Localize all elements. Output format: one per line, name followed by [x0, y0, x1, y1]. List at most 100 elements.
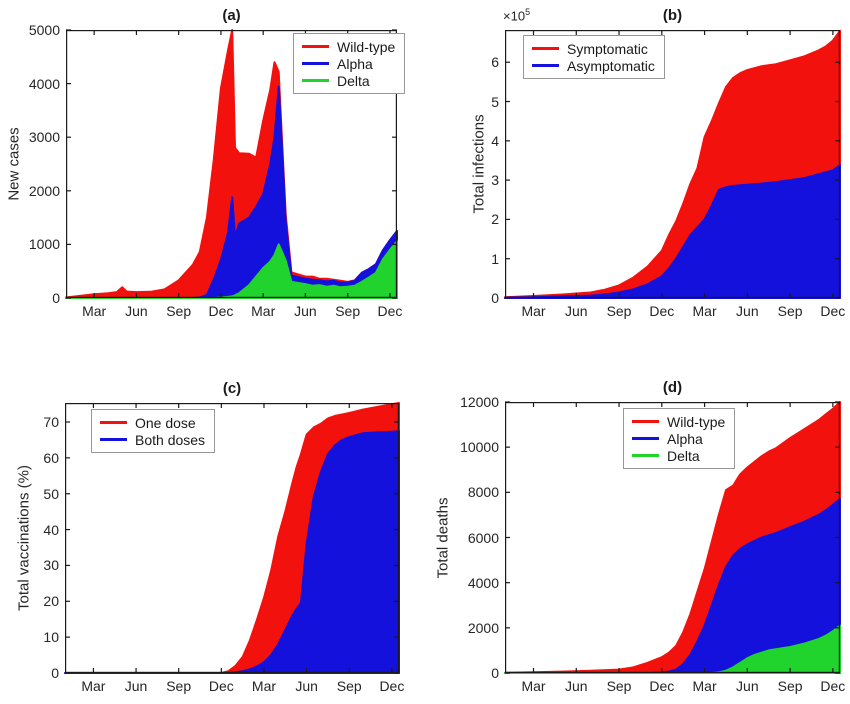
chart-title: (b) — [662, 7, 683, 24]
y-tick-label: 2000 — [467, 619, 499, 636]
exponent-power: 5 — [525, 7, 531, 17]
legend-line-swatch — [100, 421, 127, 424]
x-tick-label: Mar — [251, 678, 277, 694]
y-tick-label: 5 — [491, 93, 499, 110]
legend-label: Delta — [337, 72, 370, 89]
y-tick-label: 0 — [491, 665, 499, 681]
legend-item: Wild-type — [632, 413, 725, 430]
x-tick-label: Mar — [82, 303, 107, 319]
x-tick-label: Dec — [208, 303, 234, 319]
chart-plot-area — [64, 402, 400, 674]
y-tick-label: 2000 — [28, 182, 60, 199]
legend-label: Wild-type — [667, 413, 726, 430]
legend-line-swatch — [632, 454, 659, 457]
legend: One dose Both doses — [91, 409, 216, 453]
legend-line-swatch — [632, 437, 659, 440]
y-tick-label: 10000 — [460, 439, 499, 456]
x-tick-label: Sep — [777, 303, 803, 319]
legend-line-swatch — [532, 64, 559, 67]
legend-line-swatch — [532, 47, 559, 50]
x-tick-label: Mar — [692, 303, 717, 319]
x-tick-label: Jun — [125, 303, 148, 319]
legend-item: Delta — [302, 72, 395, 89]
legend-item: Both doses — [100, 431, 205, 448]
x-tick-label: Jun — [294, 303, 317, 319]
legend-line-swatch — [100, 438, 127, 441]
y-tick-label: 8000 — [467, 484, 499, 501]
y-tick-label: 6000 — [467, 529, 499, 546]
legend-item: Wild-type — [302, 38, 395, 55]
x-tick-label: Mar — [251, 303, 276, 319]
x-tick-label: Dec — [649, 678, 675, 694]
x-tick-label: Sep — [777, 678, 803, 694]
legend-label: Wild-type — [337, 38, 396, 55]
legend-line-swatch — [302, 62, 329, 65]
legend: Wild-type Alpha Delta — [623, 408, 736, 469]
x-tick-label: Dec — [377, 303, 403, 319]
x-tick-label: Mar — [692, 678, 717, 694]
y-tick-label: 10 — [43, 629, 59, 646]
legend-line-swatch — [632, 420, 659, 423]
legend-item: Asymptomatic — [532, 57, 655, 74]
x-tick-label: Jun — [564, 678, 588, 694]
chart-title: (c) — [222, 380, 242, 397]
chart-title: (a) — [222, 7, 241, 24]
legend-item: Alpha — [632, 430, 725, 447]
x-tick-label: Sep — [166, 303, 192, 319]
y-tick-label: 0 — [51, 665, 59, 681]
legend-line-swatch — [302, 45, 329, 48]
y-tick-label: 3000 — [28, 129, 60, 146]
legend-line-swatch — [302, 79, 329, 82]
y-axis-exponent-label: ×105 — [503, 7, 530, 23]
legend-label: Alpha — [667, 430, 703, 447]
x-tick-label: Mar — [521, 303, 546, 319]
x-tick-label: Jun — [564, 303, 588, 319]
legend-item: Delta — [632, 447, 725, 464]
y-tick-label: 20 — [43, 593, 59, 610]
y-tick-label: 4 — [491, 132, 499, 149]
area-series-both-doses — [64, 430, 400, 674]
y-tick-label: 4000 — [28, 75, 60, 92]
legend-item: One dose — [100, 414, 205, 431]
panel-c-total-vaccinations: (c) Total vaccinations (%) Mar Jun Sep Dec M… — [0, 352, 425, 704]
y-tick-label: 1 — [491, 250, 499, 267]
x-tick-label: Jun — [124, 678, 148, 694]
y-tick-label: 6 — [491, 54, 499, 71]
axes-frame-and-ticks — [505, 30, 840, 299]
x-tick-label: Sep — [336, 678, 362, 694]
legend-label: Both doses — [135, 431, 206, 448]
x-tick-label: Jun — [295, 678, 318, 694]
y-tick-label: 60 — [43, 449, 59, 466]
legend-label: Symptomatic — [567, 40, 648, 57]
panel-d-total-deaths: (d) Total deaths Mar Jun Sep Dec Mar Jun Sep De… — [425, 352, 850, 704]
y-tick-label: 70 — [43, 414, 59, 430]
y-tick-label: 50 — [43, 485, 59, 502]
x-tick-label: Sep — [606, 678, 632, 694]
area-series-asymptomatic — [504, 164, 841, 299]
legend-label: One dose — [135, 414, 196, 431]
panel-a-new-cases: (a) New cases Mar Jun Sep Dec Mar Jun Sep Dec 0 1… — [0, 0, 425, 352]
y-tick-label: 1000 — [28, 236, 60, 253]
chart-plot-area — [65, 29, 398, 299]
chart-title: (d) — [662, 379, 683, 396]
y-tick-label: 30 — [43, 557, 59, 574]
chart-plot-area — [504, 29, 841, 299]
x-tick-label: Jun — [736, 303, 759, 319]
x-tick-label: Mar — [521, 678, 546, 694]
chart-plot-area — [504, 401, 841, 674]
y-tick-label: 3 — [491, 172, 499, 189]
legend-label: Delta — [667, 447, 700, 464]
axes-frame-and-ticks — [66, 29, 397, 299]
y-tick-label: 0 — [52, 290, 60, 306]
axes-frame-and-ticks — [65, 403, 399, 674]
y-tick-label: 40 — [43, 521, 59, 538]
x-tick-label: Sep — [335, 303, 361, 319]
y-tick-label: 12000 — [460, 394, 499, 410]
panel-b-total-infections: (b) Total infections ×105 Mar Jun Sep Dec Ma… — [425, 0, 850, 352]
x-tick-label: Dec — [649, 303, 675, 319]
legend-label: Asymptomatic — [567, 57, 655, 74]
legend: Wild-type Alpha Delta — [293, 33, 406, 94]
x-tick-label: Dec — [208, 678, 234, 694]
axes-frame-and-ticks — [505, 401, 840, 674]
